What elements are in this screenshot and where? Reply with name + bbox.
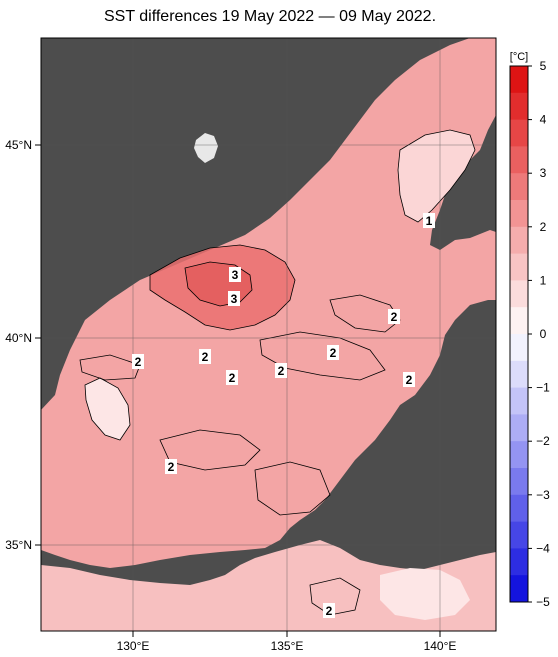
colorbar-tick-label: 0 [540, 327, 547, 341]
colorbar-segment [510, 66, 528, 94]
cool-patch-southeast [380, 568, 470, 620]
axis-ticks [35, 144, 441, 637]
contour-label-2i: 2 [326, 604, 333, 618]
colorbar-tick-label: −3 [536, 488, 550, 502]
contour-label-2h: 2 [168, 460, 175, 474]
colorbar [510, 66, 528, 603]
colorbar-segment [510, 494, 528, 523]
colorbar-segment [510, 521, 528, 549]
colorbar-tick-label: −2 [536, 434, 550, 448]
island-blob [194, 133, 218, 163]
colorbar-segment [510, 387, 528, 415]
colorbar-segment [510, 92, 528, 121]
colorbar-segment [510, 307, 528, 335]
contour-value-labels: 1 3 3 2 2 2 2 2 2 2 2 2 [132, 213, 435, 618]
colorbar-segment [510, 334, 528, 362]
contour-label-2e: 2 [278, 364, 285, 378]
lon-label-130: 130°E [117, 639, 150, 653]
colorbar-segment [510, 414, 528, 442]
colorbar-segment [510, 360, 528, 389]
grid-lines [41, 38, 496, 631]
contour-label-2f: 2 [229, 371, 236, 385]
colorbar-tick-label: 3 [540, 166, 547, 180]
lon-label-140: 140°E [424, 639, 457, 653]
colorbar-tick-label: 2 [540, 220, 547, 234]
colorbar-tick-label: 4 [540, 113, 547, 127]
lat-label-35: 35°N [5, 538, 32, 552]
contour-label-1: 1 [426, 214, 433, 228]
map-title: SST differences 19 May 2022 — 09 May 202… [103, 8, 437, 25]
colorbar-segment [510, 468, 528, 496]
colorbar-tick-labels: 5 4 3 2 1 0 −1 −2 −3 −4 −5 [528, 59, 550, 609]
colorbar-segment [510, 253, 528, 281]
colorbar-segment [510, 280, 528, 308]
map-frame [40, 37, 497, 632]
contour-label-3a: 3 [232, 268, 239, 282]
colorbar-segment [510, 548, 528, 576]
colorbar-segment [510, 146, 528, 174]
cool-patch-northeast [398, 130, 475, 222]
colorbar-unit: [°C] [510, 51, 528, 63]
colorbar-tick-label: −1 [536, 381, 550, 395]
colorbar-tick-label: −5 [536, 595, 550, 609]
contour-label-2b: 2 [202, 350, 209, 364]
colorbar-tick-label: 1 [540, 273, 547, 287]
lat-label-40: 40°N [5, 331, 32, 345]
colorbar-segment [510, 119, 528, 147]
contour-label-2c: 2 [330, 346, 337, 360]
contour-label-3b: 3 [231, 292, 238, 306]
colorbar-segment [510, 575, 528, 603]
colorbar-segment [510, 200, 528, 228]
lat-label-45: 45°N [5, 138, 32, 152]
contour-label-2d: 2 [135, 355, 142, 369]
colorbar-segment [510, 173, 528, 201]
colorbar-segment [510, 441, 528, 469]
lon-label-135: 135°E [271, 639, 304, 653]
southern-sea [41, 540, 496, 631]
colorbar-segment [510, 226, 528, 255]
colorbar-tick-label: −4 [536, 541, 550, 555]
contour-label-2a: 2 [391, 310, 398, 324]
contour-label-2g: 2 [406, 373, 413, 387]
colorbar-tick-label: 5 [540, 59, 547, 73]
